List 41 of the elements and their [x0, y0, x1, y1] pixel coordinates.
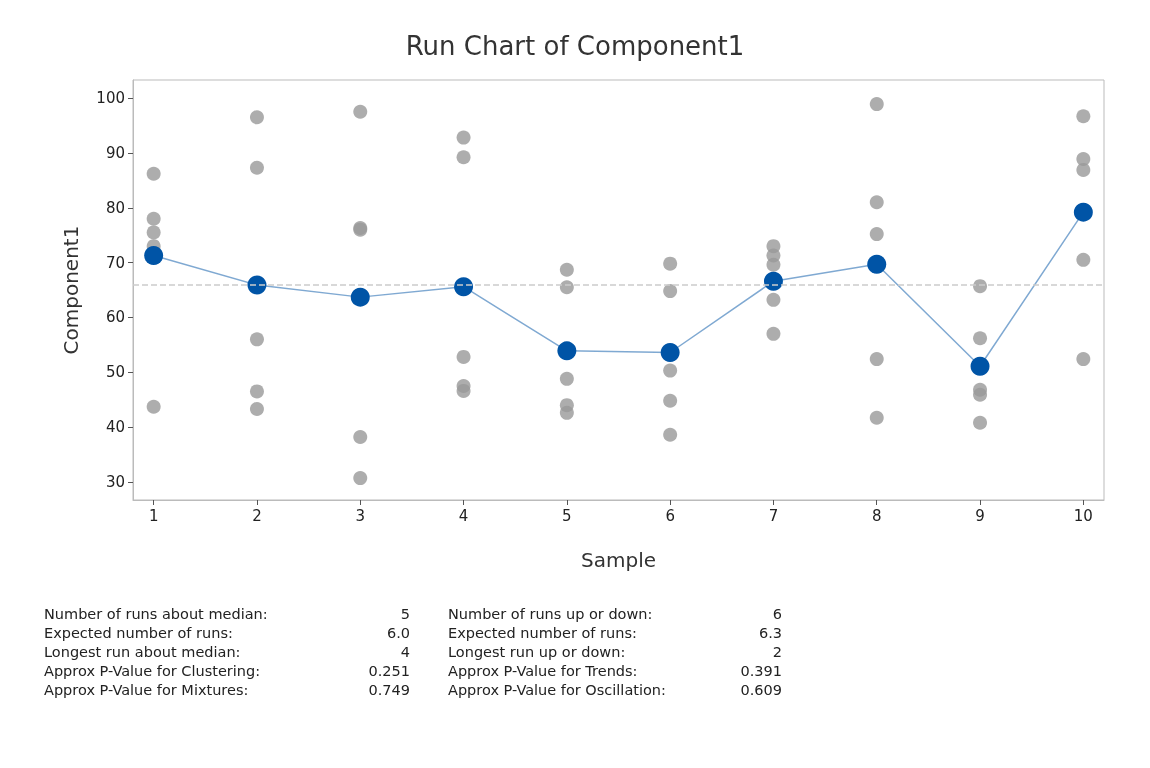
x-tick-label: 5 [562, 506, 572, 525]
y-tick-label: 30 [105, 472, 125, 491]
text: 0.609 [739, 682, 782, 698]
text: Approx P-Value for Oscillation: [447, 682, 667, 698]
y-tick-label: 50 [105, 363, 125, 382]
text: Longest run about median: [44, 644, 242, 660]
x-tick-label: 9 [975, 506, 985, 525]
text: Approx P-Value for Clustering: [44, 663, 262, 679]
text: 6.3 [757, 625, 782, 641]
text: Number of runs up or down: [447, 606, 654, 622]
text: 2 [771, 644, 782, 660]
text: 5 [399, 606, 410, 622]
y-tick-label: 40 [105, 418, 125, 437]
y-tick-label: 70 [105, 253, 125, 272]
text: Approx P-Value for Mixtures: [44, 682, 250, 698]
x-tick-label: 10 [1073, 506, 1093, 525]
text: Expected number of runs: [44, 625, 234, 641]
text: 0.749 [367, 682, 410, 698]
text: 4 [399, 644, 410, 660]
chart-title: Run Chart of Component1 [405, 31, 745, 61]
y-axis-title: Component1 [59, 225, 83, 355]
x-tick-label: 8 [871, 506, 882, 525]
x-tick-label: 6 [665, 506, 675, 525]
y-tick-label: 60 [105, 308, 125, 327]
text: 6.0 [385, 625, 410, 641]
y-tick-label: 90 [105, 143, 125, 162]
x-tick-label: 3 [355, 506, 366, 525]
text: 6 [771, 606, 782, 622]
text: Approx P-Value for Trends: [447, 663, 639, 679]
text: 0.251 [367, 663, 410, 679]
x-axis-title: Sample [581, 548, 656, 572]
y-tick-label: 80 [105, 198, 125, 217]
text: Longest run up or down: [447, 644, 627, 660]
y-tick-label: 100 [96, 89, 125, 108]
text: Number of runs about median: [44, 606, 269, 622]
x-tick-label: 2 [252, 506, 262, 525]
x-tick-label: 7 [768, 506, 779, 525]
x-tick-label: 4 [458, 506, 469, 525]
x-tick-label: 1 [148, 506, 159, 525]
text: Expected number of runs: [447, 625, 638, 641]
text: 0.391 [739, 663, 782, 679]
